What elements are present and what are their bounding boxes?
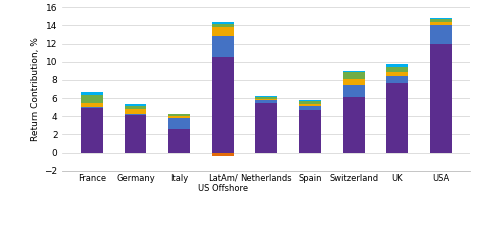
Bar: [125, 115, 146, 153]
Bar: [430, 22, 452, 25]
Bar: [343, 71, 365, 72]
Bar: [343, 79, 365, 85]
Bar: [386, 67, 408, 72]
Bar: [81, 103, 103, 107]
Bar: [212, 24, 234, 27]
Bar: [343, 72, 365, 79]
Bar: [212, 36, 234, 57]
Y-axis label: Return Contribution, %: Return Contribution, %: [31, 37, 40, 141]
Bar: [430, 18, 452, 19]
Bar: [212, 57, 234, 153]
Bar: [168, 116, 190, 118]
Bar: [386, 64, 408, 67]
Bar: [125, 104, 146, 106]
Bar: [168, 113, 190, 114]
Bar: [430, 44, 452, 153]
Bar: [168, 118, 190, 129]
Bar: [168, 129, 190, 153]
Bar: [255, 96, 277, 97]
Bar: [212, 22, 234, 24]
Bar: [81, 94, 103, 103]
Bar: [255, 100, 277, 103]
Bar: [299, 100, 321, 101]
Bar: [81, 92, 103, 94]
Bar: [168, 114, 190, 116]
Bar: [430, 19, 452, 22]
Bar: [386, 72, 408, 76]
Bar: [125, 109, 146, 114]
Bar: [299, 101, 321, 104]
Bar: [81, 108, 103, 153]
Bar: [343, 97, 365, 153]
Bar: [255, 103, 277, 153]
Bar: [343, 85, 365, 97]
Bar: [386, 83, 408, 153]
Bar: [299, 104, 321, 106]
Bar: [125, 106, 146, 109]
Bar: [386, 76, 408, 83]
Bar: [81, 107, 103, 108]
Bar: [255, 99, 277, 100]
Bar: [430, 25, 452, 44]
Bar: [299, 106, 321, 110]
Bar: [212, 153, 234, 156]
Bar: [255, 97, 277, 99]
Bar: [212, 27, 234, 36]
Bar: [299, 110, 321, 153]
Bar: [125, 114, 146, 115]
